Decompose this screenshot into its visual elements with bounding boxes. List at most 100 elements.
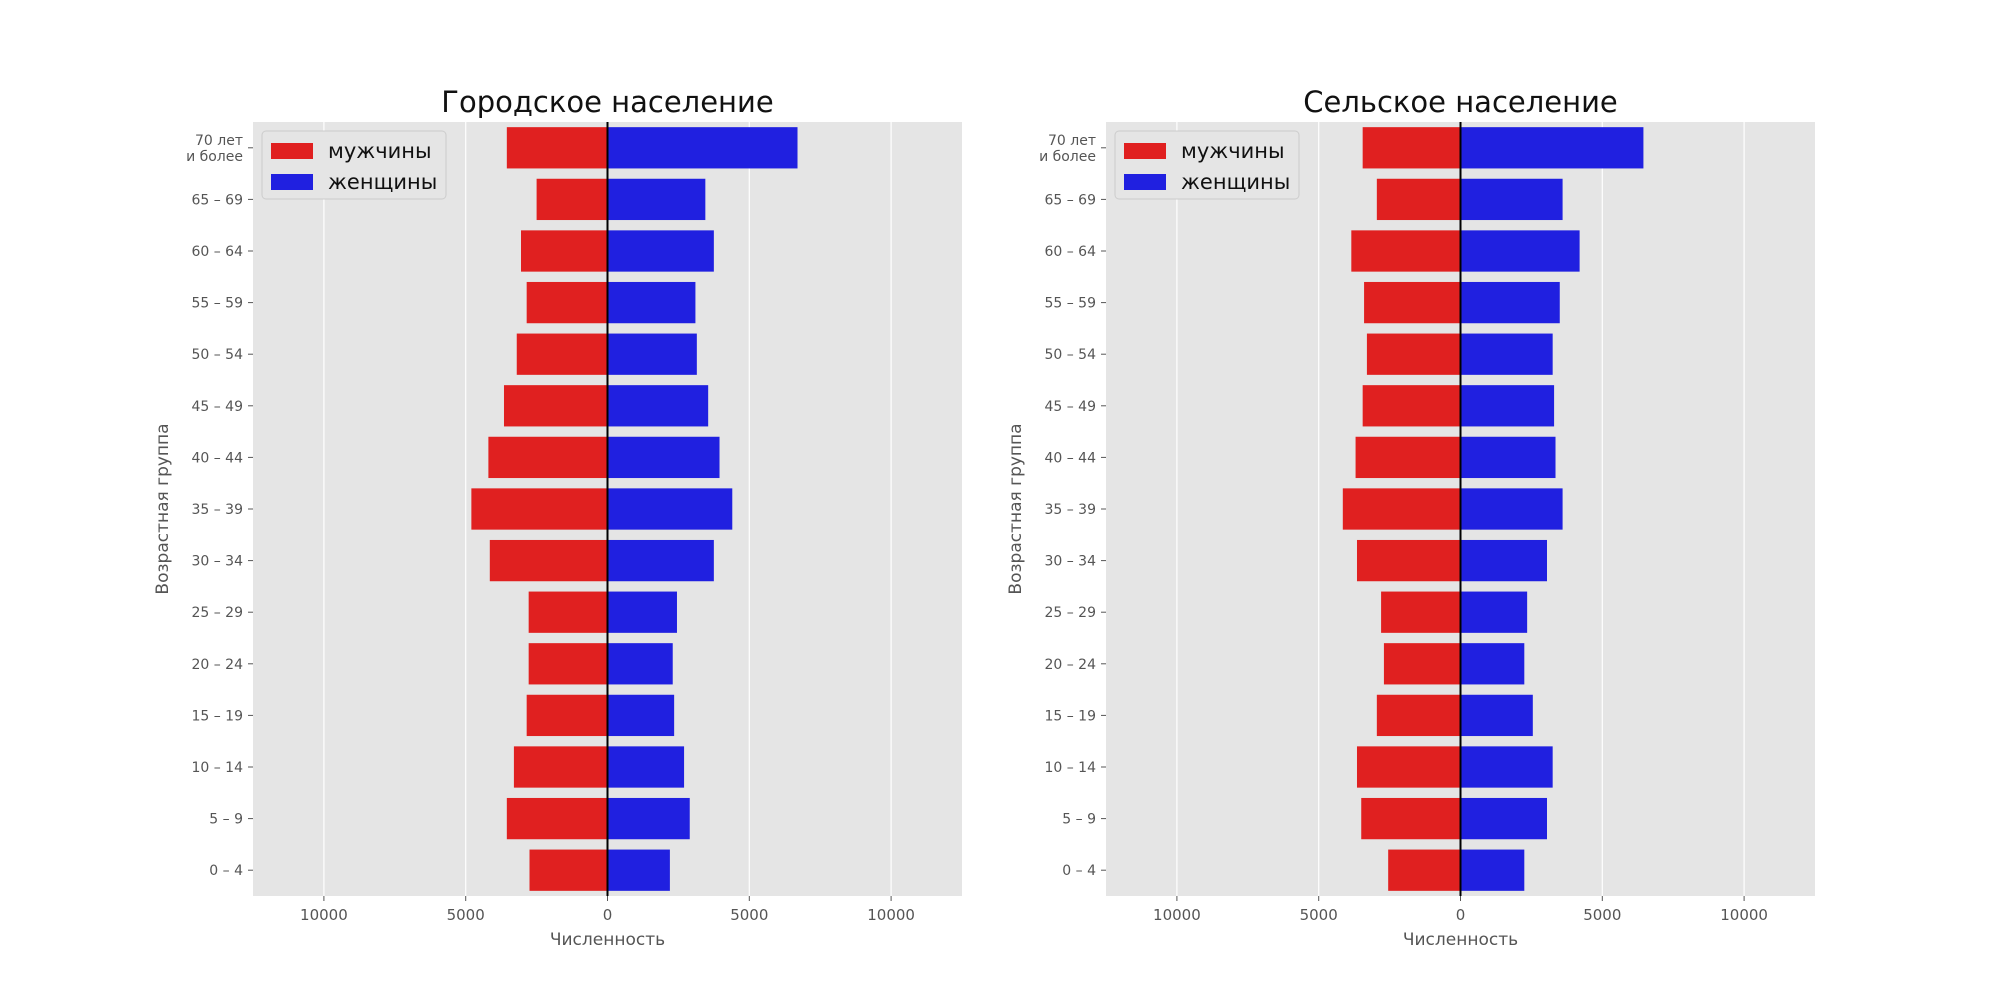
x-tick-label: 5000	[730, 906, 768, 924]
bar-male-4	[1383, 643, 1461, 685]
bar-female-6	[1460, 539, 1547, 582]
bar-male-14	[1362, 127, 1461, 169]
bar-male-7	[471, 488, 608, 530]
y-tick-label: 55 – 59	[191, 296, 243, 312]
x-tick-label: 5000	[1583, 906, 1621, 924]
bar-male-9	[1362, 385, 1461, 427]
bar-male-8	[1355, 436, 1461, 479]
y-tick-label: 10 – 14	[191, 760, 243, 776]
y-tick-label: 35 – 39	[191, 502, 243, 518]
bar-female-9	[607, 385, 709, 427]
bar-female-1	[607, 797, 690, 840]
x-tick-label: 10000	[300, 906, 348, 924]
bar-female-11	[607, 281, 696, 324]
y-tick-label: 45 – 49	[1044, 399, 1096, 415]
bar-female-3	[1460, 694, 1533, 737]
bar-female-14	[1460, 127, 1644, 169]
y-tick-label: 50 – 54	[191, 347, 243, 363]
y-tick-label: 60 – 64	[1044, 244, 1096, 260]
bar-male-11	[1364, 281, 1461, 324]
y-tick-label: 55 – 59	[1044, 296, 1096, 312]
x-tick-label: 0	[1456, 906, 1466, 924]
bar-female-8	[607, 436, 720, 479]
bar-female-4	[1460, 643, 1525, 685]
bar-female-0	[607, 849, 670, 891]
bar-female-2	[607, 746, 685, 788]
y-tick-label: 25 – 29	[1044, 605, 1096, 621]
x-tick-label: 10000	[867, 906, 915, 924]
x-tick-label: 10000	[1153, 906, 1201, 924]
bar-female-6	[607, 539, 714, 582]
bar-female-3	[607, 694, 675, 737]
bar-female-10	[607, 333, 697, 375]
bar-female-9	[1460, 385, 1555, 427]
bar-female-13	[607, 178, 706, 221]
x-tick-label: 5000	[1300, 906, 1338, 924]
bar-male-6	[1356, 539, 1461, 582]
bar-male-14	[506, 127, 608, 169]
bar-male-0	[529, 849, 608, 891]
bar-male-4	[528, 643, 608, 685]
x-tick-label: 5000	[447, 906, 485, 924]
y-tick-label: 65 – 69	[191, 192, 243, 208]
bar-male-5	[528, 591, 608, 633]
legend-swatch	[271, 143, 313, 159]
bar-female-14	[607, 127, 798, 169]
bar-female-5	[1460, 591, 1528, 633]
chart-title: Городское население	[441, 85, 773, 119]
bar-male-3	[1376, 694, 1461, 737]
bar-female-5	[607, 591, 677, 633]
y-tick-label: 40 – 44	[191, 450, 243, 466]
bar-female-12	[1460, 230, 1580, 272]
legend-swatch	[1124, 143, 1166, 159]
legend: мужчины женщины	[261, 130, 447, 200]
x-tick-label: 0	[603, 906, 613, 924]
y-tick-label: 40 – 44	[1044, 450, 1096, 466]
x-tick-label: 10000	[1720, 906, 1768, 924]
y-tick-label: 35 – 39	[1044, 502, 1096, 518]
bar-male-0	[1388, 849, 1461, 891]
y-tick-label: 0 – 4	[209, 863, 243, 879]
bar-female-13	[1460, 178, 1563, 221]
legend-swatch	[1124, 174, 1166, 190]
chart-title: Сельское население	[1303, 85, 1618, 119]
y-tick-label: 15 – 19	[191, 708, 243, 724]
bar-male-2	[1356, 746, 1461, 788]
bar-male-11	[526, 281, 608, 324]
x-axis-label: Численность	[550, 930, 665, 950]
y-tick-label: 45 – 49	[191, 399, 243, 415]
legend: мужчины женщины	[1114, 130, 1300, 200]
y-tick-label: 20 – 24	[1044, 657, 1096, 673]
bar-male-2	[513, 746, 608, 788]
bar-female-0	[1460, 849, 1525, 891]
y-tick-label: 30 – 34	[191, 554, 243, 570]
bar-male-9	[503, 385, 608, 427]
bar-female-2	[1460, 746, 1553, 788]
bar-male-10	[1366, 333, 1461, 375]
bar-male-3	[526, 694, 608, 737]
legend-label: мужчины	[328, 139, 432, 163]
x-axis-label: Численность	[1403, 930, 1518, 950]
bar-male-6	[489, 539, 608, 582]
y-tick-label: 60 – 64	[191, 244, 243, 260]
bar-female-7	[607, 488, 733, 530]
bar-female-8	[1460, 436, 1556, 479]
y-tick-label: 70 лет и более	[186, 133, 243, 165]
y-tick-label: 30 – 34	[1044, 554, 1096, 570]
y-tick-label: 20 – 24	[191, 657, 243, 673]
chart-panel-2: 0 – 4 5 – 9 10 – 14 15 – 19 20 – 24 25 – 29 30…	[1006, 85, 1815, 950]
y-tick-label: 25 – 29	[191, 605, 243, 621]
bar-male-7	[1342, 488, 1461, 530]
y-tick-label: 5 – 9	[1062, 812, 1096, 828]
chart-panel-1: 0 – 4 5 – 9 10 – 14 15 – 19 20 – 24 25 – 29 30…	[153, 85, 962, 950]
y-tick-label: 70 лет и более	[1039, 133, 1096, 165]
y-tick-label: 50 – 54	[1044, 347, 1096, 363]
y-axis-label: Возрастная группа	[153, 423, 173, 594]
bar-female-12	[607, 230, 714, 272]
bar-male-5	[1381, 591, 1461, 633]
y-tick-label: 15 – 19	[1044, 708, 1096, 724]
bar-male-8	[488, 436, 608, 479]
y-tick-label: 10 – 14	[1044, 760, 1096, 776]
legend-label: женщины	[1181, 170, 1290, 194]
